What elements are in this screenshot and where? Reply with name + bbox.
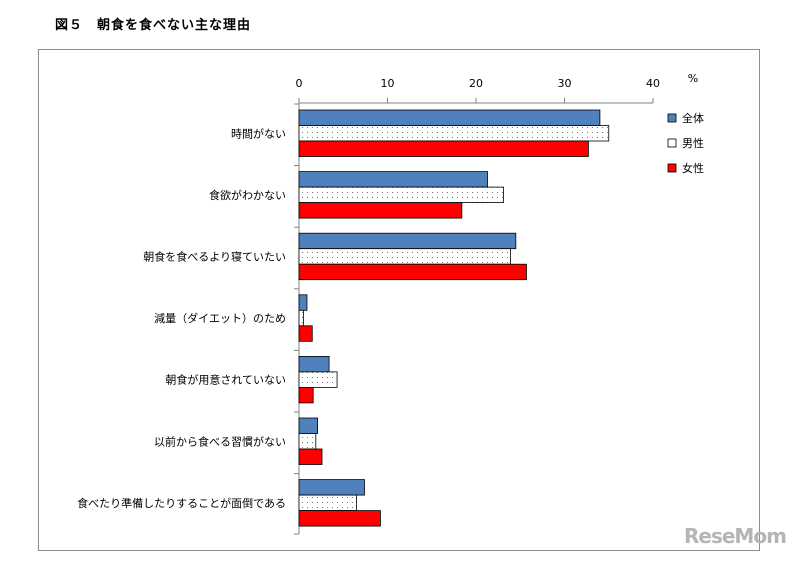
category-label: 食欲がわかない bbox=[209, 188, 286, 202]
x-tick-label: 30 bbox=[558, 77, 572, 90]
bar bbox=[298, 125, 610, 142]
category-label: 以前から食べる習慣がない bbox=[154, 434, 286, 448]
category-label: 朝食が用意されていない bbox=[165, 373, 286, 387]
bar bbox=[298, 294, 308, 311]
bar bbox=[298, 140, 589, 157]
bar bbox=[298, 479, 365, 496]
legend-label: 全体 bbox=[682, 111, 704, 125]
bar bbox=[298, 171, 488, 188]
legend-swatch bbox=[667, 138, 677, 148]
bar bbox=[298, 417, 318, 434]
bar bbox=[298, 386, 314, 404]
bar bbox=[298, 510, 381, 527]
bar bbox=[298, 186, 504, 204]
unit-label: % bbox=[688, 72, 698, 85]
legend-swatch bbox=[667, 163, 677, 173]
x-tick-label: 10 bbox=[381, 77, 395, 90]
x-tick-label: 20 bbox=[469, 77, 483, 90]
legend-label: 女性 bbox=[682, 161, 704, 175]
bar bbox=[298, 263, 527, 281]
legend-swatch bbox=[667, 113, 677, 123]
bar bbox=[298, 355, 330, 373]
category-label: 減量（ダイエット）のため bbox=[154, 311, 286, 325]
bar bbox=[298, 248, 511, 265]
bar bbox=[298, 448, 323, 465]
bar bbox=[298, 325, 313, 342]
category-label: 食べたり準備したりすることが面倒である bbox=[77, 496, 286, 510]
bar bbox=[298, 309, 304, 327]
resemom-watermark: ReseMom bbox=[684, 524, 787, 548]
category-label: 時間がない bbox=[231, 126, 286, 140]
bar bbox=[298, 232, 517, 250]
legend-label: 男性 bbox=[682, 136, 704, 150]
bar bbox=[298, 202, 463, 219]
x-tick-label: 40 bbox=[646, 77, 660, 90]
x-tick-label: 0 bbox=[296, 77, 303, 90]
bar bbox=[298, 494, 357, 512]
bar bbox=[298, 433, 317, 450]
bar bbox=[298, 109, 601, 126]
figure-title: 図５ 朝食を食べない主な理由 bbox=[55, 18, 252, 33]
bar bbox=[298, 371, 338, 388]
chart-frame bbox=[38, 49, 760, 551]
category-label: 朝食を食べるより寝ていたい bbox=[143, 249, 286, 263]
